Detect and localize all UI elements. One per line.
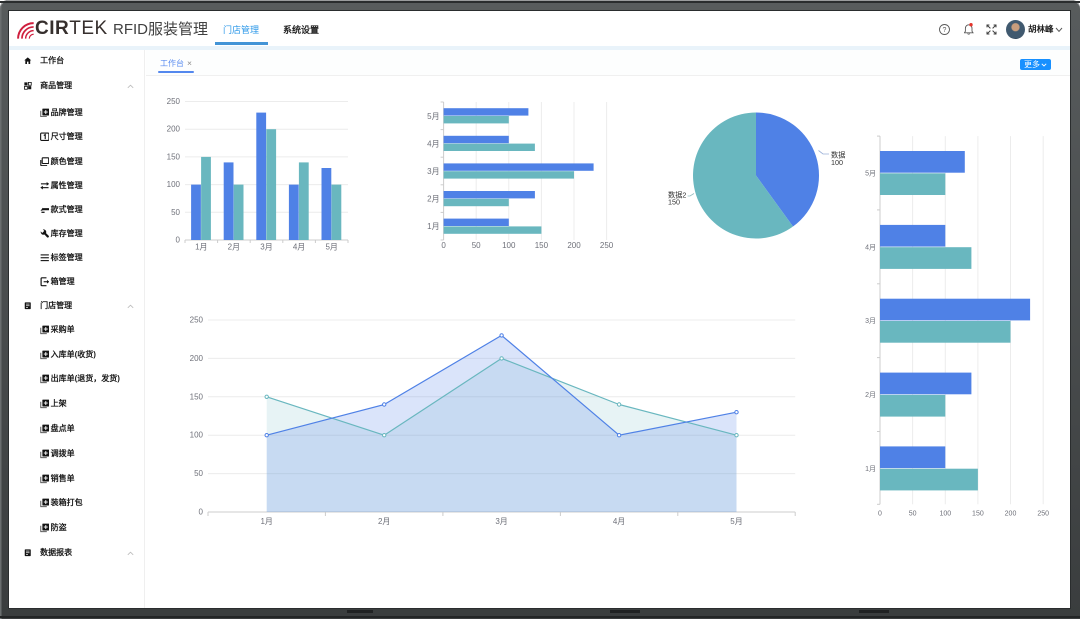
- svg-text:150: 150: [668, 198, 680, 207]
- svg-text:100: 100: [190, 431, 204, 440]
- svg-text:5月: 5月: [325, 243, 337, 252]
- svg-text:数据: 数据: [831, 151, 845, 160]
- svg-text:2月: 2月: [378, 517, 390, 526]
- svg-text:2月: 2月: [865, 391, 876, 399]
- svg-text:0: 0: [176, 236, 181, 245]
- svg-text:100: 100: [502, 241, 516, 250]
- svg-text:4月: 4月: [865, 243, 876, 251]
- svg-text:4月: 4月: [293, 243, 305, 252]
- svg-text:150: 150: [167, 152, 181, 161]
- svg-text:2月: 2月: [228, 243, 240, 252]
- svg-text:1月: 1月: [427, 222, 439, 231]
- svg-text:200: 200: [167, 125, 181, 134]
- svg-text:50: 50: [909, 510, 917, 517]
- svg-text:5月: 5月: [427, 112, 439, 121]
- svg-text:250: 250: [600, 241, 614, 250]
- svg-text:150: 150: [190, 392, 204, 401]
- svg-text:1月: 1月: [260, 517, 272, 526]
- svg-text:3月: 3月: [427, 167, 439, 176]
- svg-text:250: 250: [167, 97, 181, 106]
- svg-text:100: 100: [939, 510, 951, 517]
- svg-text:150: 150: [535, 241, 549, 250]
- svg-text:2月: 2月: [427, 195, 439, 204]
- svg-text:100: 100: [167, 180, 181, 189]
- svg-text:100: 100: [831, 158, 843, 167]
- svg-text:200: 200: [190, 354, 204, 363]
- svg-text:0: 0: [199, 508, 204, 517]
- svg-text:250: 250: [1037, 510, 1049, 517]
- svg-text:50: 50: [472, 241, 481, 250]
- svg-text:1月: 1月: [865, 465, 876, 473]
- svg-text:3月: 3月: [865, 317, 876, 325]
- svg-text:1月: 1月: [195, 243, 207, 252]
- svg-text:4月: 4月: [427, 139, 439, 148]
- svg-text:200: 200: [1005, 510, 1017, 517]
- svg-text:5月: 5月: [865, 170, 876, 178]
- svg-text:5月: 5月: [730, 517, 742, 526]
- svg-text:50: 50: [194, 469, 203, 478]
- svg-text:0: 0: [441, 241, 446, 250]
- svg-text:50: 50: [171, 208, 180, 217]
- svg-text:0: 0: [878, 510, 882, 517]
- svg-text:200: 200: [567, 241, 581, 250]
- svg-text:?: ?: [943, 27, 947, 34]
- svg-text:150: 150: [972, 510, 984, 517]
- svg-text:250: 250: [190, 316, 204, 325]
- svg-text:4月: 4月: [613, 517, 625, 526]
- svg-text:3月: 3月: [260, 243, 272, 252]
- svg-text:数据2: 数据2: [668, 191, 686, 200]
- svg-text:3月: 3月: [495, 517, 507, 526]
